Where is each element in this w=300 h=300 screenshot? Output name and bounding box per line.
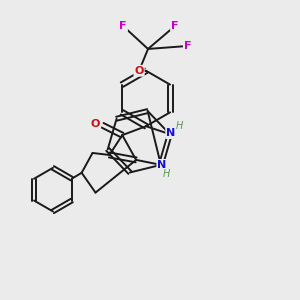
Text: O: O <box>91 119 100 129</box>
Text: N: N <box>166 128 176 138</box>
Text: O: O <box>134 66 144 76</box>
Text: H: H <box>163 169 170 179</box>
Text: N: N <box>157 160 167 170</box>
Text: F: F <box>171 21 178 31</box>
Text: H: H <box>176 121 183 131</box>
Text: F: F <box>119 21 127 31</box>
Text: F: F <box>184 41 191 51</box>
